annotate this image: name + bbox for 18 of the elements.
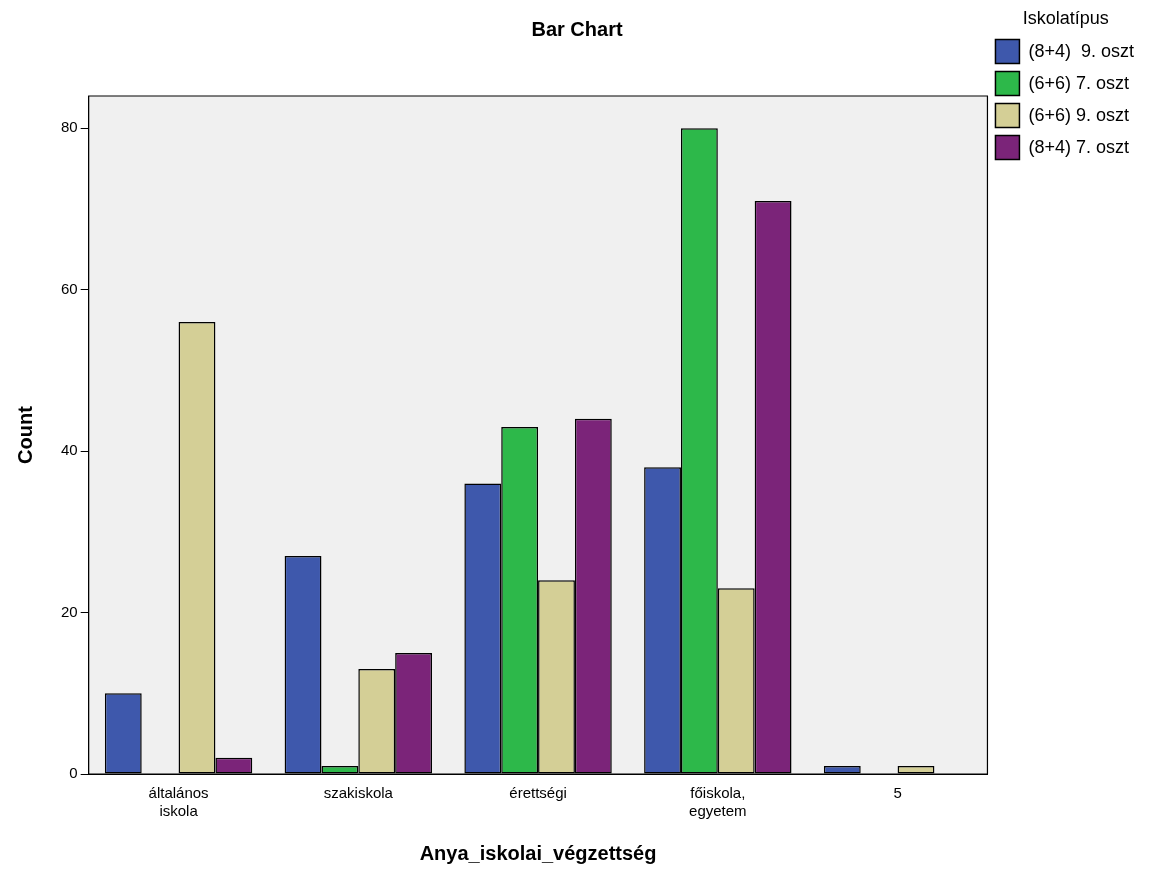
legend-label: (8+4) 9. oszt [1028,40,1135,61]
legend-title: Iskolatípus [1022,7,1109,28]
chart-title: Bar Chart [531,17,623,40]
x-tick-label: szakiskola [323,784,394,802]
y-tick-label: 40 [61,441,78,459]
legend-label: (8+4) 7. oszt [1028,136,1129,157]
y-tick-label: 80 [61,118,78,136]
legend-label: (6+6) 7. oszt [1028,72,1129,93]
x-axis-title: Anya_iskolai_végzettség [419,841,657,864]
y-tick-label: 60 [61,279,78,297]
x-tick-label: általános iskola [148,784,209,820]
x-tick-label: főiskola, egyetem [689,784,747,820]
y-axis-title: Count [13,405,36,464]
x-tick-label: 5 [893,784,902,802]
x-tick-label: érettségi [509,784,567,802]
y-tick-label: 0 [69,764,78,782]
y-tick-label: 20 [61,602,78,620]
legend-label: (6+6) 9. oszt [1028,104,1129,125]
